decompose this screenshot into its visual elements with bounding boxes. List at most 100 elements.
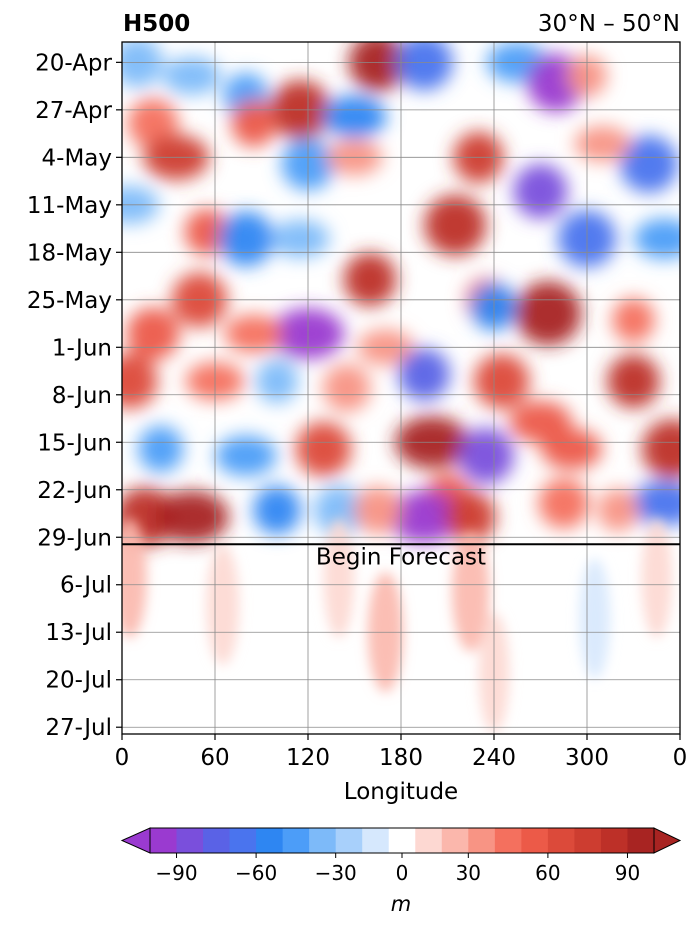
colorbar-segment bbox=[494, 828, 522, 853]
anomaly-cell bbox=[271, 219, 330, 258]
anomaly-cell bbox=[538, 478, 589, 529]
colorbar-segment bbox=[309, 828, 337, 853]
anomaly-cell bbox=[634, 218, 680, 259]
colorbar-segment bbox=[468, 828, 496, 853]
y-tick-label: 25-May bbox=[27, 288, 112, 314]
colorbar-tick-label: 0 bbox=[396, 861, 409, 885]
colorbar-tick-label: −60 bbox=[235, 861, 277, 885]
anomaly-cell bbox=[224, 314, 283, 353]
forecast-anomaly-cell bbox=[122, 517, 147, 638]
anomaly-cell bbox=[473, 353, 530, 409]
x-tick-label: 0 bbox=[115, 745, 130, 771]
colorbar-segment bbox=[441, 828, 469, 853]
forecast-anomaly-cell bbox=[579, 558, 610, 679]
colorbar-segment bbox=[547, 828, 575, 853]
colorbar-segment bbox=[388, 828, 416, 853]
x-tick-label: 60 bbox=[200, 745, 229, 771]
anomaly-cell bbox=[541, 428, 602, 470]
x-axis: 0 60 120 180 240 300 0 bbox=[115, 734, 688, 771]
anomaly-cell bbox=[255, 359, 299, 404]
colorbar-segment bbox=[415, 828, 443, 853]
anomaly-cell bbox=[607, 354, 660, 408]
y-tick-label: 29-Jun bbox=[37, 525, 112, 551]
anomaly-cell bbox=[162, 56, 221, 96]
colorbar-segment bbox=[335, 828, 363, 853]
y-tick-label: 18-May bbox=[27, 240, 112, 266]
colorbar-segment bbox=[627, 828, 655, 853]
anomaly-cell bbox=[348, 42, 407, 92]
anomaly-cell bbox=[313, 485, 365, 536]
anomaly-cell bbox=[218, 211, 274, 267]
anomaly-cell bbox=[322, 364, 371, 412]
anomaly-cell bbox=[353, 486, 402, 535]
colorbar-label: m bbox=[391, 892, 411, 916]
y-tick-label: 27-Apr bbox=[35, 98, 112, 124]
anomaly-cell bbox=[574, 125, 631, 162]
anomaly-cell bbox=[445, 491, 496, 543]
colorbar-segment bbox=[574, 828, 602, 853]
y-tick-label: 20-Jul bbox=[45, 668, 112, 694]
anomaly-cell bbox=[184, 208, 230, 256]
y-tick-label: 20-Apr bbox=[35, 50, 112, 76]
x-axis-label: Longitude bbox=[344, 779, 458, 805]
anomaly-field bbox=[122, 42, 680, 733]
colorbar-tick-label: 90 bbox=[615, 861, 640, 885]
anomaly-cell bbox=[458, 427, 514, 484]
anomaly-cell bbox=[398, 348, 450, 401]
colorbar-segment bbox=[256, 828, 284, 853]
y-tick-label: 13-Jul bbox=[45, 620, 112, 646]
anomaly-cell bbox=[138, 425, 184, 473]
anomaly-cell bbox=[612, 298, 655, 343]
chart-title: H500 bbox=[123, 11, 190, 37]
anomaly-cell bbox=[395, 42, 453, 91]
anomaly-cell bbox=[424, 194, 487, 256]
y-tick-label: 4-May bbox=[42, 145, 112, 171]
y-tick-label: 27-Jul bbox=[45, 715, 112, 741]
forecast-anomaly-cell bbox=[206, 545, 240, 666]
y-tick-label: 11-May bbox=[27, 193, 112, 219]
observed-field bbox=[122, 42, 680, 547]
colorbar-tick-label: 30 bbox=[456, 861, 481, 885]
anomaly-cell bbox=[122, 42, 163, 88]
grid-lines bbox=[121, 42, 681, 734]
colorbar-segment bbox=[282, 828, 310, 853]
colorbar-segment bbox=[600, 828, 628, 853]
forecast-annotation: Begin Forecast bbox=[316, 544, 486, 570]
colorbar-segment bbox=[150, 828, 178, 853]
colorbar: −90 −60 −30 0 30 60 90 bbox=[120, 827, 682, 885]
colorbar-segment bbox=[362, 828, 390, 853]
anomaly-cell bbox=[343, 252, 397, 307]
y-tick-label: 22-Jun bbox=[37, 478, 112, 504]
colorbar-segment bbox=[176, 828, 204, 853]
colorbar-tick-label: −90 bbox=[155, 861, 197, 885]
anomaly-cell bbox=[322, 95, 387, 139]
y-axis: 20-Apr 27-Apr 4-May 11-May 18-May 25-May 1-Jun… bbox=[27, 50, 122, 741]
anomaly-cell bbox=[154, 490, 229, 544]
colorbar-tick-label: 60 bbox=[535, 861, 560, 885]
y-tick-label: 1-Jun bbox=[52, 335, 112, 361]
anomaly-cell bbox=[253, 485, 301, 535]
colorbar-segment bbox=[521, 828, 549, 853]
x-tick-label: 120 bbox=[286, 745, 330, 771]
y-tick-label: 6-Jul bbox=[60, 573, 112, 599]
anomaly-cell bbox=[631, 480, 680, 526]
anomaly-cell bbox=[641, 419, 680, 479]
y-tick-label: 8-Jun bbox=[52, 383, 112, 409]
anomaly-cell bbox=[231, 100, 277, 147]
anomaly-cell bbox=[387, 490, 462, 544]
forecast-anomaly-cell bbox=[641, 517, 672, 638]
anomaly-cell bbox=[515, 281, 582, 346]
forecast-field bbox=[122, 517, 672, 733]
chart-subtitle: 30°N – 50°N bbox=[538, 11, 680, 37]
colorbar-extend-low bbox=[120, 827, 151, 854]
anomaly-cell bbox=[215, 435, 277, 477]
anomaly-cell bbox=[597, 488, 639, 532]
anomaly-cell bbox=[619, 135, 679, 193]
colorbar-segment bbox=[203, 828, 231, 853]
colorbar-extend-high bbox=[653, 827, 682, 854]
x-tick-label: 180 bbox=[379, 745, 423, 771]
x-tick-label: 0 bbox=[673, 745, 688, 771]
x-tick-label: 240 bbox=[472, 745, 516, 771]
anomaly-cell bbox=[126, 307, 180, 360]
